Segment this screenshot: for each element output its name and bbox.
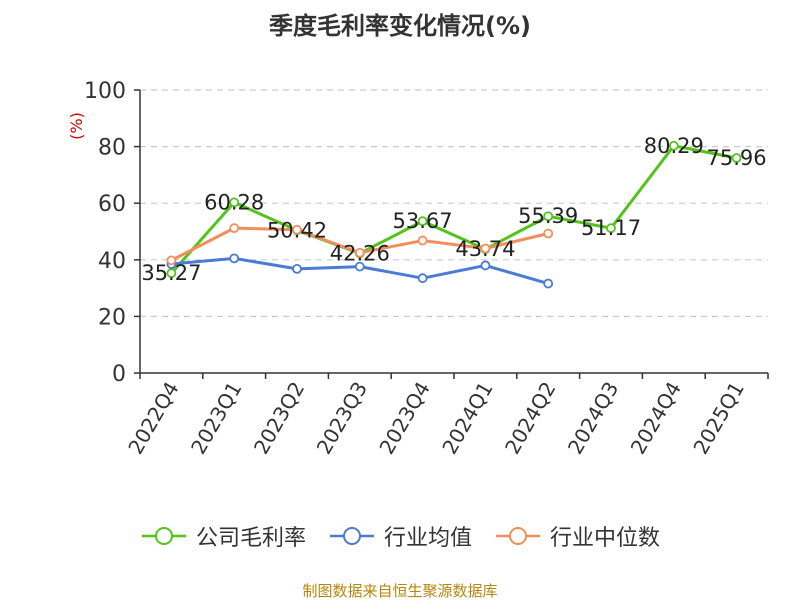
x-tick-label: 2023Q1: [186, 378, 246, 459]
y-tick-label: 40: [98, 249, 126, 274]
data-label: 60.28: [204, 190, 264, 214]
y-tick-label: 100: [84, 79, 126, 104]
x-tick-label: 2024Q4: [626, 378, 686, 459]
chart-title: 季度毛利率变化情况(%): [269, 12, 531, 40]
data-point: [731, 153, 742, 163]
legend-label: 行业均值: [383, 526, 472, 551]
legend-marker-icon: [329, 527, 374, 545]
legend-marker-icon: [496, 527, 540, 545]
data-label: 35.27: [141, 261, 201, 285]
data-point: [229, 253, 240, 264]
data-label: 80.29: [644, 134, 704, 158]
data-point: [354, 261, 365, 272]
legend-marker-icon: [141, 527, 186, 545]
data-point: [543, 211, 554, 222]
data-point: [292, 224, 302, 235]
x-tick-label: 2024Q2: [500, 378, 560, 459]
legend-item[interactable]: 行业均值: [328, 520, 472, 552]
x-tick-label: 2023Q3: [312, 378, 372, 459]
x-tick-label: 2022Q4: [123, 378, 183, 459]
data-point: [668, 140, 679, 151]
data-point: [354, 247, 365, 258]
x-tick-label: 2023Q4: [374, 378, 434, 459]
data-label: 50.42: [267, 218, 327, 242]
x-tick-label: 2023Q2: [249, 378, 309, 459]
data-label: 43.74: [455, 237, 515, 261]
legend-label: 行业中位数: [550, 526, 661, 551]
y-tick-label: 20: [98, 305, 126, 330]
x-tick-label: 2024Q1: [437, 378, 497, 459]
data-point: [606, 223, 616, 234]
data-point: [229, 197, 240, 208]
data-point: [417, 273, 428, 284]
x-tick-label: 2025Q1: [688, 378, 748, 459]
data-point: [480, 243, 491, 254]
data-point: [166, 268, 177, 279]
data-point: [292, 263, 302, 274]
legend-label: 公司毛利率: [195, 526, 306, 551]
data-label: 75.96: [707, 146, 767, 170]
data-point: [166, 255, 177, 266]
data-label: 53.67: [393, 209, 453, 233]
y-tick-label: 0: [112, 362, 126, 387]
data-point: [480, 260, 491, 271]
y-axis-label: (%): [67, 112, 86, 140]
data-point: [543, 228, 554, 239]
data-point: [543, 278, 554, 289]
series-line: [170, 144, 737, 275]
x-tick-label: 2024Q3: [563, 378, 623, 459]
data-point: [417, 235, 428, 246]
data-label: 51.17: [581, 216, 641, 240]
source-note: 制图数据来自恒生聚源数据库: [302, 582, 498, 600]
data-point: [229, 223, 240, 234]
legend-item[interactable]: 行业中位数: [494, 520, 660, 552]
y-tick-label: 60: [98, 192, 126, 217]
legend: 公司毛利率 行业均值 行业中位数: [0, 520, 800, 552]
y-tick-label: 80: [98, 136, 126, 161]
data-label: 42.26: [330, 241, 390, 265]
legend-item[interactable]: 公司毛利率: [140, 520, 306, 552]
data-label: 55.39: [518, 204, 578, 228]
data-point: [417, 216, 428, 227]
